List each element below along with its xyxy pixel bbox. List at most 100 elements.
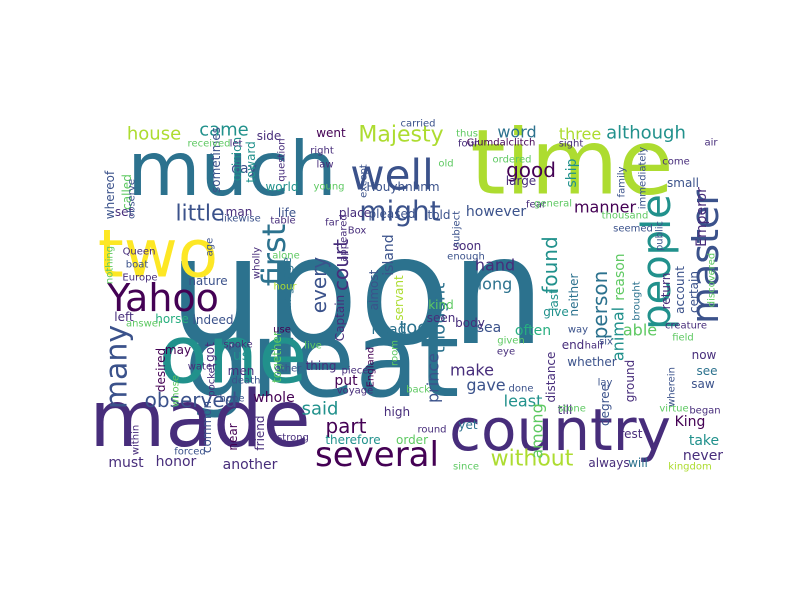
word-voyage: voyage [337,386,374,397]
word-first: first [255,224,293,287]
word-thus: thus [456,129,478,140]
word-thought: thought [429,283,450,354]
word-six: six [599,337,613,348]
word-put: put [334,373,358,389]
word-hope: hope [220,394,245,405]
word-indeed: indeed [193,313,234,327]
word-within: within [131,425,142,455]
word-field: field [672,333,694,344]
word-enough: enough [447,252,485,263]
word-good: good [506,158,556,182]
word-man: man [226,205,253,219]
word-ground: ground [623,360,637,402]
word-alone: alone [272,251,300,262]
word-boat: boat [126,260,149,271]
word-opinion: opinion [230,137,244,181]
word-hand: hand [475,256,515,275]
word-done: done [509,384,534,395]
word-near: near [226,423,240,450]
word-several: several [315,435,439,475]
word-queen: Queen [123,247,156,258]
word-although: although [606,123,686,144]
word-together: together [270,331,284,383]
word-account: account [673,266,687,314]
word-old: old [438,159,453,170]
word-live: live [304,341,322,352]
word-degree: degree [598,384,612,426]
word-word: word [497,123,536,142]
word-got: got [203,342,217,362]
word-world: world [265,180,298,194]
word-received: received [188,139,231,150]
word-neither: neither [567,273,581,316]
word-horse: horse [155,312,189,326]
word-well: well [350,151,434,200]
word-except: except [359,164,370,198]
word-head: head [372,322,407,338]
word-order: order [396,433,428,447]
word-whose: whose [171,375,182,407]
word-side: side [257,129,282,143]
word-took: took [399,318,439,339]
word-one: one [159,309,308,402]
word-part: part [325,414,366,438]
word-question: question [277,138,288,181]
word-whether: whether [567,355,616,369]
word-far: far [325,218,340,229]
word-saw: saw [691,377,715,391]
word-made: made [89,375,310,465]
word-other: other [275,364,303,375]
word-whole: whole [253,390,294,406]
word-age: age [205,238,216,257]
word-among: among [528,403,547,458]
word-desired: desired [154,348,168,392]
word-seen: seen [427,311,456,325]
word-seemed: seemed [613,224,653,235]
word-take: take [689,433,719,449]
word-water: water [188,362,217,373]
word-whereof: whereof [103,170,117,219]
word-now: now [692,348,717,362]
word-wholly: wholly [252,247,263,279]
word-half: half [585,341,604,352]
word-likewise: likewise [221,214,260,225]
word-men: men [228,364,255,378]
word-eye: eye [497,347,515,358]
word-will: will [628,456,648,470]
word-day: day [231,161,257,177]
word-return: return [659,273,673,310]
word-came: came [199,120,249,141]
word-creature: creature [665,321,707,332]
word-much: much [127,125,336,213]
word-fear: fear [526,200,547,211]
word-let: let [230,139,243,150]
word-people: people [634,194,680,330]
word-right: right [310,146,334,157]
word-another: another [223,457,278,473]
word-pocket: pocket [207,363,218,397]
word-carried: carried [401,119,436,130]
word-long: long [478,275,513,294]
word-glumdalclitch: Glumdalclitch [467,138,536,149]
word-observed: observed [145,388,238,412]
word-honor: honor [156,454,197,470]
word-piece: piece [342,366,369,377]
word-subject: subject [452,211,463,247]
word-toward: toward [244,141,258,183]
word-may: may [165,343,191,357]
word-way: way [568,325,588,336]
word-common: common [200,401,214,453]
word-young: young [313,182,344,193]
word-friend: friend [253,415,267,450]
word-small: small [667,176,699,190]
word-distance: distance [544,352,558,403]
word-without: without [491,447,574,472]
word-ship: ship [564,158,580,187]
word-lay: lay [598,378,613,389]
word-forced: forced [174,447,206,458]
word-master: master [683,190,727,324]
word-majesty: Majesty [358,123,443,148]
word-certain: certain [687,271,701,313]
word-rest: rest [619,427,642,441]
word-often: often [515,323,551,339]
